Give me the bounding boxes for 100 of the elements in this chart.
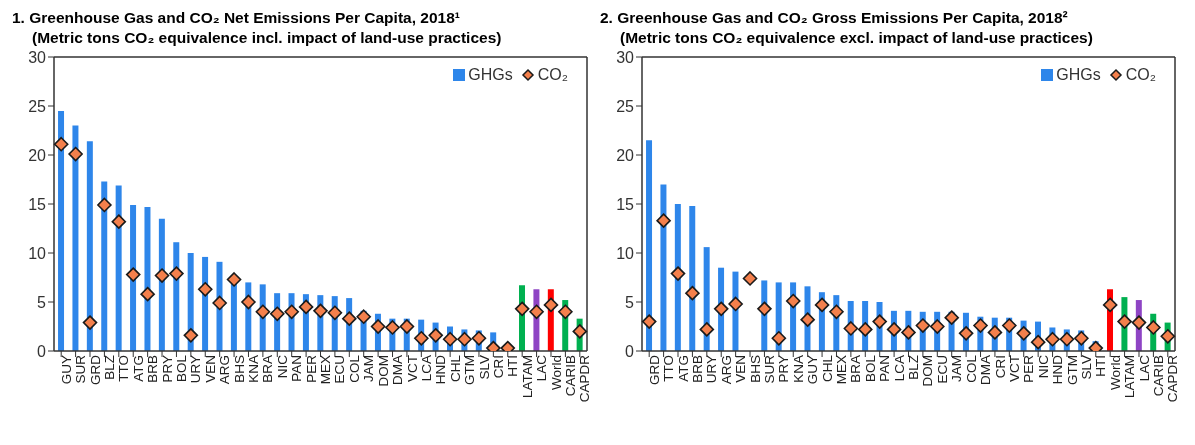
x-tick-label: VEN — [733, 355, 749, 383]
x-tick-label: NIC — [1035, 354, 1051, 379]
x-tick-label: LCA — [418, 355, 434, 382]
point — [1131, 315, 1147, 330]
point — [212, 295, 227, 311]
x-tick-label: GTM — [1064, 355, 1080, 385]
x-tick-label: DMA — [978, 355, 994, 385]
x-tick-label: CAPDR — [577, 354, 593, 403]
chart-title: 2. Greenhouse Gas and CO₂ Gross Emissions Per Capita, 2018² — [600, 8, 1069, 28]
point — [829, 304, 844, 320]
y-tick-label: 15 — [616, 195, 635, 213]
point — [154, 268, 170, 283]
x-tick-label: VEN — [202, 355, 218, 383]
point — [814, 297, 830, 313]
point — [53, 136, 69, 152]
point — [183, 328, 199, 343]
x-tick-label: BRB — [690, 355, 705, 383]
x-tick-label: DOM — [920, 355, 936, 387]
x-tick-label: HND — [433, 354, 449, 385]
x-tick-label: BLZ — [102, 355, 117, 380]
point — [356, 309, 372, 324]
legend-label: GHGs — [468, 66, 513, 84]
x-tick-label: COL — [346, 354, 362, 383]
point — [987, 325, 1003, 340]
x-tick-label: ECU — [332, 355, 348, 384]
point — [973, 318, 988, 333]
x-tick-label: DMA — [390, 355, 406, 385]
point — [255, 304, 271, 320]
point — [1002, 318, 1017, 333]
point — [313, 303, 328, 319]
x-tick-label: ARG — [718, 355, 734, 385]
x-tick-label: BHS — [231, 355, 247, 383]
x-tick-label: KNA — [246, 355, 262, 383]
bar — [660, 184, 667, 351]
point — [958, 326, 974, 341]
x-tick-label: LAC — [1136, 354, 1152, 382]
x-tick-label: CHL — [819, 354, 835, 383]
point — [742, 271, 758, 286]
x-tick-label: BHS — [747, 355, 763, 383]
point — [428, 328, 444, 343]
x-tick-label: LATAM — [1122, 355, 1138, 399]
point — [641, 314, 657, 329]
x-tick-label: CARIB — [1150, 355, 1166, 397]
x-tick-label: ATG — [675, 355, 691, 382]
point — [699, 322, 715, 337]
x-tick-label: BOL — [862, 354, 878, 383]
x-tick-label: TTO — [661, 355, 677, 382]
x-tick-label: HTI — [505, 355, 521, 377]
x-tick-label: ECU — [934, 355, 950, 384]
legend-label: GHGs — [1056, 66, 1101, 84]
point — [886, 322, 902, 337]
point — [97, 197, 112, 213]
bar — [101, 181, 108, 351]
x-tick-label: TTO — [116, 355, 132, 382]
point — [385, 320, 400, 335]
point — [442, 331, 458, 347]
point — [1117, 314, 1132, 329]
point — [370, 319, 386, 334]
point — [915, 318, 931, 333]
point — [125, 267, 141, 282]
x-tick-label: CARIB — [562, 355, 578, 397]
bar — [674, 204, 681, 351]
point — [543, 297, 559, 313]
y-tick-label: 10 — [28, 244, 47, 262]
x-tick-label: MEX — [834, 355, 850, 385]
point — [342, 311, 357, 326]
y-tick-label: 30 — [616, 48, 635, 66]
y-tick-label: 15 — [28, 195, 47, 213]
point — [1016, 326, 1032, 341]
x-tick-label: COL — [963, 354, 979, 383]
legend-label: CO₂ — [1125, 66, 1156, 84]
x-tick-label: ATG — [130, 355, 146, 382]
y-tick-label: 0 — [625, 342, 635, 360]
point — [558, 304, 573, 320]
point — [529, 304, 544, 320]
point — [1030, 334, 1046, 350]
point — [728, 296, 743, 312]
point — [872, 314, 887, 329]
point — [68, 146, 83, 162]
x-tick-label: VCT — [404, 355, 420, 382]
x-tick-label: BRA — [260, 355, 276, 383]
x-tick-label: SUR — [73, 354, 89, 384]
x-tick-label: GRD — [646, 354, 662, 385]
point — [1102, 297, 1118, 313]
bar — [144, 206, 151, 351]
y-tick-label: 0 — [37, 342, 47, 360]
point — [930, 319, 945, 334]
point — [656, 213, 671, 228]
chart-subtitle: (Metric tons CO₂ equivalence incl. impact of land-use practices) — [31, 28, 503, 48]
x-tick-label: HND — [1050, 354, 1066, 385]
point — [111, 214, 127, 229]
point — [1045, 331, 1060, 347]
point — [269, 306, 285, 322]
bar — [58, 110, 65, 351]
bar — [72, 125, 79, 351]
x-tick-label: World — [548, 355, 564, 391]
point — [82, 315, 98, 330]
x-tick-label: DOM — [375, 355, 391, 387]
x-tick-label: GTM — [462, 355, 478, 385]
point — [226, 272, 242, 287]
